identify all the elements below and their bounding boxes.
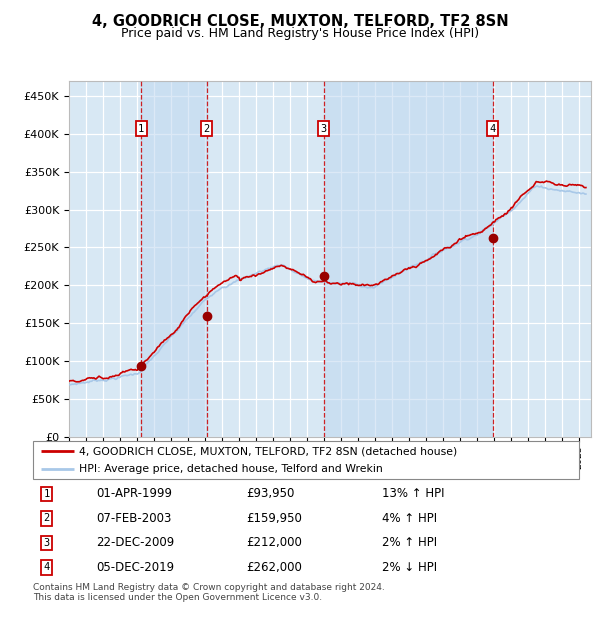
Text: 1: 1 — [44, 489, 50, 499]
Text: 4, GOODRICH CLOSE, MUXTON, TELFORD, TF2 8SN (detached house): 4, GOODRICH CLOSE, MUXTON, TELFORD, TF2 … — [79, 446, 458, 456]
Text: 2% ↑ HPI: 2% ↑ HPI — [382, 536, 437, 549]
Text: Contains HM Land Registry data © Crown copyright and database right 2024.
This d: Contains HM Land Registry data © Crown c… — [33, 583, 385, 602]
Text: 4, GOODRICH CLOSE, MUXTON, TELFORD, TF2 8SN: 4, GOODRICH CLOSE, MUXTON, TELFORD, TF2 … — [92, 14, 508, 29]
Text: 4: 4 — [44, 562, 50, 572]
Text: £159,950: £159,950 — [246, 512, 302, 525]
Text: 3: 3 — [44, 538, 50, 548]
Text: £212,000: £212,000 — [246, 536, 302, 549]
Text: 2% ↓ HPI: 2% ↓ HPI — [382, 561, 437, 574]
Text: 1: 1 — [138, 124, 145, 134]
Text: £262,000: £262,000 — [246, 561, 302, 574]
Text: 01-APR-1999: 01-APR-1999 — [96, 487, 172, 500]
Text: 3: 3 — [320, 124, 326, 134]
Text: HPI: Average price, detached house, Telford and Wrekin: HPI: Average price, detached house, Telf… — [79, 464, 383, 474]
Text: £93,950: £93,950 — [246, 487, 295, 500]
Text: 05-DEC-2019: 05-DEC-2019 — [96, 561, 174, 574]
Text: Price paid vs. HM Land Registry's House Price Index (HPI): Price paid vs. HM Land Registry's House … — [121, 27, 479, 40]
Text: 07-FEB-2003: 07-FEB-2003 — [96, 512, 171, 525]
Text: 2: 2 — [203, 124, 210, 134]
Bar — [323, 81, 493, 437]
Text: 13% ↑ HPI: 13% ↑ HPI — [382, 487, 445, 500]
Bar — [141, 81, 207, 437]
Text: 4: 4 — [490, 124, 496, 134]
Text: 2: 2 — [44, 513, 50, 523]
Text: 4% ↑ HPI: 4% ↑ HPI — [382, 512, 437, 525]
Text: 22-DEC-2009: 22-DEC-2009 — [96, 536, 174, 549]
